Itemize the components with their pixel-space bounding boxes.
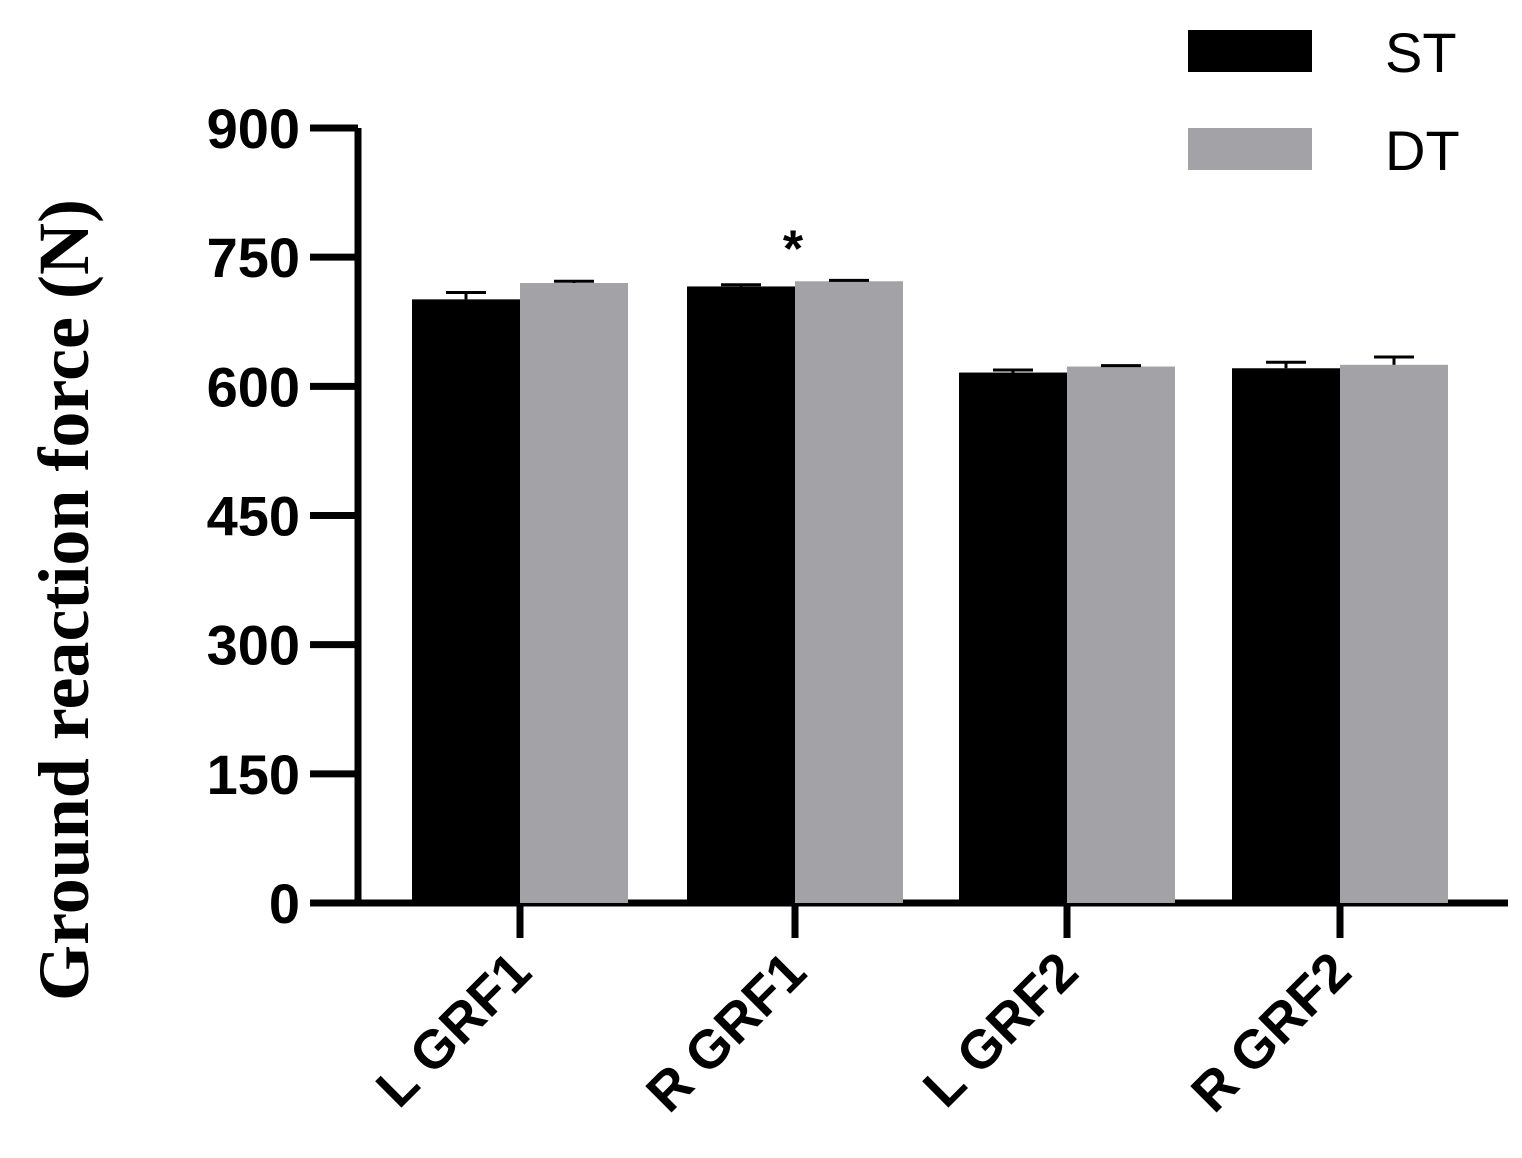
bar-st <box>412 299 520 904</box>
y-tick-label: 600 <box>207 355 300 418</box>
y-axis-label-group: Ground reaction force (N) <box>24 199 104 1001</box>
y-tick-label: 300 <box>207 614 300 677</box>
legend-swatch-st <box>1188 30 1312 72</box>
bars <box>412 281 1448 904</box>
y-axis-title: Ground reaction force (N) <box>24 199 104 1001</box>
y-ticks: 0 150 300 450 600 750 900 <box>207 97 358 935</box>
legend-label-st: ST <box>1385 21 1457 84</box>
bar-st <box>959 372 1067 903</box>
annotations: * <box>783 220 804 278</box>
bar-dt <box>1067 366 1175 903</box>
y-tick-label: 900 <box>207 97 300 160</box>
bar-dt <box>520 283 628 903</box>
bar-dt <box>1340 364 1448 903</box>
x-tick-labels: L GRF1 R GRF1 L GRF2 R GRF2 <box>365 941 1363 1123</box>
bar-st <box>687 286 795 903</box>
significance-asterisk: * <box>783 220 804 278</box>
legend-label-dt: DT <box>1385 119 1460 182</box>
y-tick-label: 150 <box>207 743 300 806</box>
bar-st <box>1232 368 1340 903</box>
error-bars <box>446 278 1414 373</box>
x-tick-label: L GRF2 <box>912 941 1090 1119</box>
y-tick-label: 0 <box>269 872 300 935</box>
x-tick-label: R GRF2 <box>1180 941 1362 1123</box>
x-tick-label: R GRF1 <box>635 941 817 1123</box>
legend-swatch-dt <box>1188 128 1312 170</box>
bar-dt <box>795 281 903 903</box>
y-tick-label: 450 <box>207 485 300 548</box>
legend: ST DT <box>1188 21 1460 182</box>
x-tick-label: L GRF1 <box>365 941 543 1119</box>
y-tick-label: 750 <box>207 226 300 289</box>
